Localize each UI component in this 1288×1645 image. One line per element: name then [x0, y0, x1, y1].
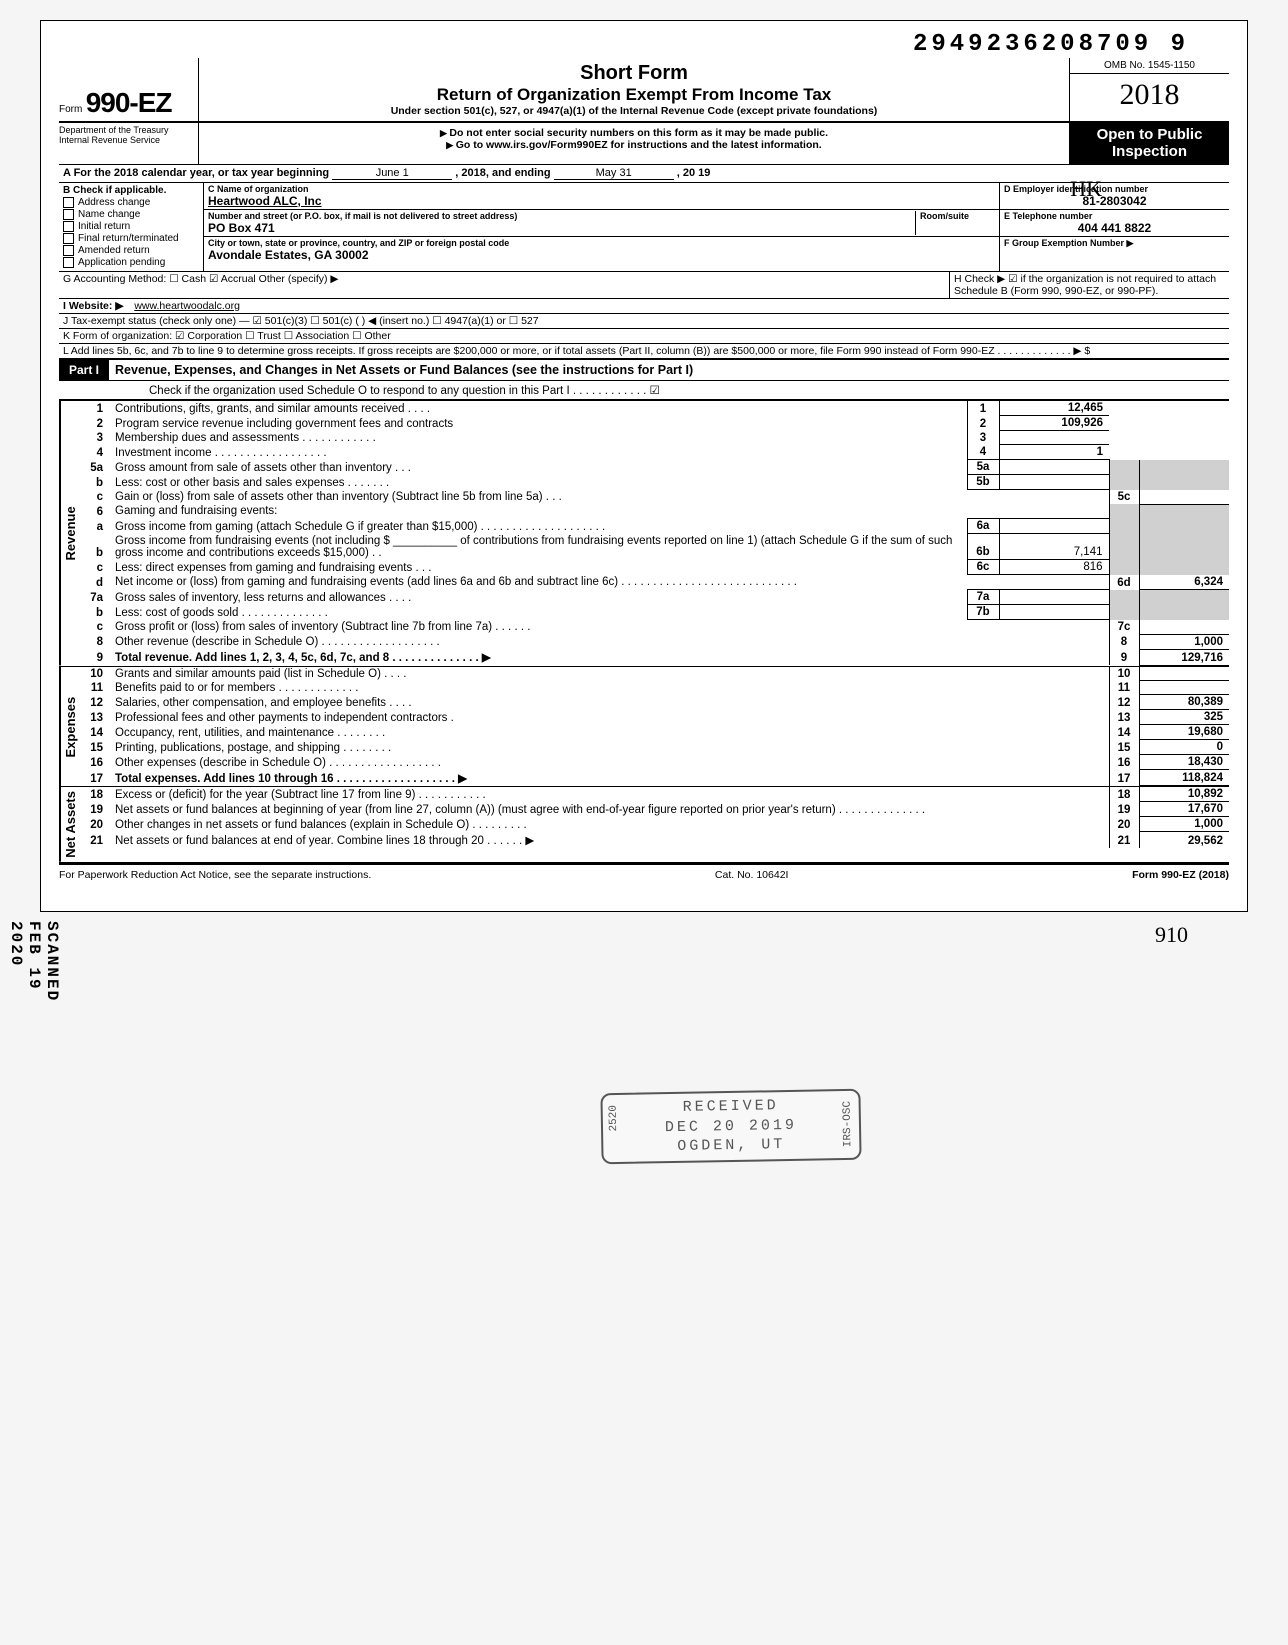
line-a: A For the 2018 calendar year, or tax yea…: [59, 165, 1229, 183]
header: Form 990-EZ Short Form Return of Organiz…: [59, 58, 1229, 123]
line-l: L Add lines 5b, 6c, and 7b to line 9 to …: [59, 344, 1229, 358]
part1-label: Part I: [59, 360, 109, 380]
org-city: Avondale Estates, GA 30002: [208, 248, 995, 262]
line-h: H Check ▶ ☑ if the organization is not r…: [949, 272, 1229, 298]
tax-year: 2018: [1070, 74, 1229, 116]
footer-paperwork: For Paperwork Reduction Act Notice, see …: [59, 869, 371, 881]
box-c: C Name of organization Heartwood ALC, In…: [204, 183, 999, 271]
part1-title: Revenue, Expenses, and Changes in Net As…: [109, 360, 1229, 380]
dept-label: Department of the Treasury Internal Reve…: [59, 123, 199, 164]
revenue-label: Revenue: [59, 401, 81, 666]
omb-number: OMB No. 1545-1150: [1070, 58, 1229, 74]
org-name: Heartwood ALC, Inc: [208, 194, 995, 208]
stamp-side-r: IRS-OSC: [840, 1101, 855, 1147]
subtitle: Under section 501(c), 527, or 4947(a)(1)…: [207, 105, 1061, 117]
form-id: Form 990-EZ: [59, 58, 199, 121]
tracking-number: 2949236208709 9: [59, 31, 1229, 58]
cb-initial-return[interactable]: Initial return: [63, 221, 199, 232]
cb-application-pending[interactable]: Application pending: [63, 257, 199, 268]
cb-address-change[interactable]: Address change: [63, 197, 199, 208]
dept-row: Department of the Treasury Internal Reve…: [59, 123, 1229, 165]
ein: 81-2803042: [1004, 194, 1225, 208]
expenses-table: 10Grants and similar amounts paid (list …: [81, 667, 1229, 787]
footer: For Paperwork Reduction Act Notice, see …: [59, 864, 1229, 881]
cb-final-return[interactable]: Final return/terminated: [63, 233, 199, 244]
entity-block: B Check if applicable. Address change Na…: [59, 183, 1229, 272]
expenses-label: Expenses: [59, 667, 81, 787]
cb-amended[interactable]: Amended return: [63, 245, 199, 256]
main-title: Return of Organization Exempt From Incom…: [207, 85, 1061, 105]
fy-begin: June 1: [332, 167, 452, 180]
footer-catno: Cat. No. 10642I: [715, 869, 789, 881]
netassets-section: Net Assets 18Excess or (deficit) for the…: [59, 786, 1229, 864]
line-k: K Form of organization: ☑ Corporation ☐ …: [59, 329, 1229, 344]
revenue-section: Revenue 1Contributions, gifts, grants, a…: [59, 400, 1229, 666]
org-address: PO Box 471: [208, 221, 915, 235]
netassets-table: 18Excess or (deficit) for the year (Subt…: [81, 787, 1229, 848]
part1-header: Part I Revenue, Expenses, and Changes in…: [59, 358, 1229, 381]
group-exemption-label: F Group Exemption Number ▶: [1004, 238, 1225, 249]
header-notes: Do not enter social security numbers on …: [199, 123, 1069, 164]
note-url: Go to www.irs.gov/Form990EZ for instruct…: [203, 139, 1065, 151]
expenses-section: Expenses 10Grants and similar amounts pa…: [59, 666, 1229, 787]
form-page: 2949236208709 9 Form 990-EZ Short Form R…: [40, 20, 1248, 912]
fy-end: May 31: [554, 167, 674, 180]
footer-form: Form 990-EZ (2018): [1132, 869, 1229, 881]
box-b-label: B Check if applicable.: [63, 185, 199, 196]
open-public-cell: Open to Public Inspection: [1069, 123, 1229, 164]
scanned-stamp: SCANNED FEB 19 2020: [7, 921, 61, 1002]
omb-block: OMB No. 1545-1150 2018: [1069, 58, 1229, 121]
netassets-label: Net Assets: [59, 787, 81, 862]
note-ssn: Do not enter social security numbers on …: [203, 127, 1065, 139]
cb-name-change[interactable]: Name change: [63, 209, 199, 220]
website: www.heartwoodalc.org: [134, 300, 240, 312]
received-stamp: 2520 RECEIVED DEC 20 2019 OGDEN, UT IRS-…: [600, 1089, 861, 1164]
hand-initials: HK: [1070, 176, 1102, 202]
part1-check: Check if the organization used Schedule …: [59, 381, 1229, 400]
title-block: Short Form Return of Organization Exempt…: [199, 58, 1069, 121]
open-public: Open to Public Inspection: [1070, 123, 1229, 164]
box-b: B Check if applicable. Address change Na…: [59, 183, 204, 271]
stamp-loc: OGDEN, UT: [617, 1134, 845, 1157]
line-j: J Tax-exempt status (check only one) — ☑…: [59, 314, 1229, 329]
stamp-side-l: 2520: [607, 1105, 622, 1132]
page-number: 910: [40, 912, 1248, 958]
revenue-table: 1Contributions, gifts, grants, and simil…: [81, 401, 1229, 666]
line-g: G Accounting Method: ☐ Cash ☑ Accrual Ot…: [59, 272, 949, 298]
phone: 404 441 8822: [1004, 221, 1225, 235]
form-number: 990-EZ: [86, 87, 172, 118]
box-def: D Employer identification number 81-2803…: [999, 183, 1229, 271]
line-i: I Website: ▶ www.heartwoodalc.org: [59, 299, 1229, 314]
form-prefix: Form: [59, 104, 82, 115]
short-form-title: Short Form: [207, 62, 1061, 85]
